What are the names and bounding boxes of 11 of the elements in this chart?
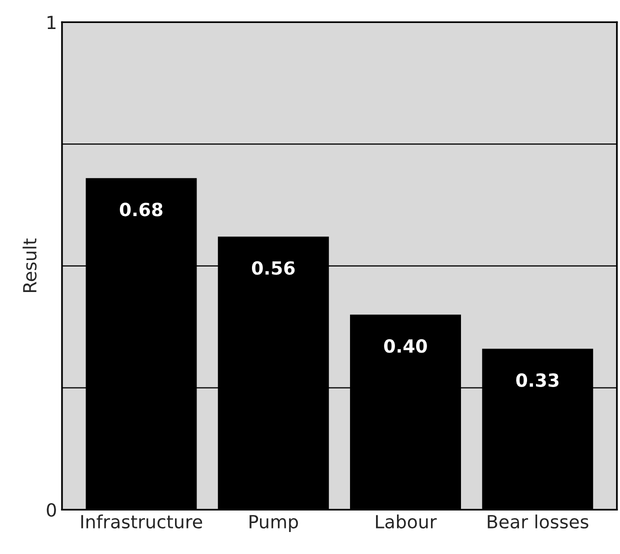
y-tick-label: 1 [48, 16, 56, 30]
x-tick-label: Bear losses [488, 514, 588, 529]
data-label: 0.33 [516, 373, 558, 387]
x-tick-label: Infrastructure [81, 514, 202, 529]
y-axis-title: Result [22, 238, 37, 292]
data-label: 0.40 [384, 339, 427, 353]
x-tick-label: Labour [376, 514, 437, 529]
data-label: 0.56 [252, 261, 295, 275]
y-tick-label: 0 [46, 503, 56, 517]
data-label: 0.68 [120, 202, 162, 216]
x-tick-label: Pump [250, 515, 298, 532]
